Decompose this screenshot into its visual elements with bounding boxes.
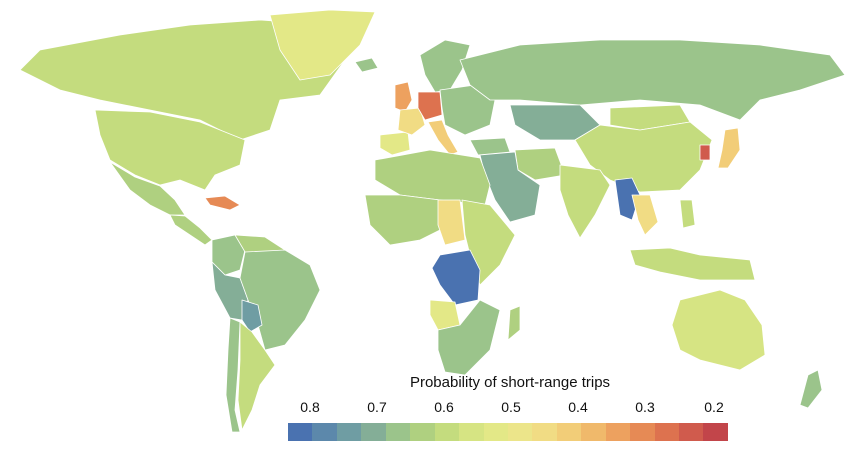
region-iberia <box>379 131 411 156</box>
legend-tick-label: 0.7 <box>367 399 387 415</box>
region-scandinavia <box>419 39 471 93</box>
legend-tick-label: 0.2 <box>704 399 724 415</box>
legend-color-swatch <box>703 423 728 441</box>
region-chile <box>225 317 241 433</box>
legend-color-swatch <box>605 423 631 441</box>
legend-tick-label: 0.4 <box>568 399 588 415</box>
region-dr-congo <box>431 249 481 306</box>
legend-color-swatch <box>459 423 484 441</box>
region-russia <box>459 39 846 121</box>
region-thailand <box>631 194 659 236</box>
legend-color-swatch <box>385 423 411 441</box>
region-central-african-republic <box>437 199 466 246</box>
legend-tick-label: 0.3 <box>635 399 655 415</box>
legend-color-swatch <box>312 423 337 441</box>
region-south-korea <box>699 144 711 161</box>
region-angola <box>429 299 461 331</box>
legend-color-swatch <box>532 423 557 441</box>
legend-colorbar <box>288 423 728 441</box>
legend-color-swatch <box>434 423 460 441</box>
region-united-kingdom <box>394 81 413 113</box>
region-india <box>559 164 611 239</box>
region-mexico <box>109 161 186 216</box>
region-southern-africa <box>437 299 501 376</box>
region-madagascar <box>507 305 521 341</box>
legend-color-swatch <box>581 423 606 441</box>
legend-color-swatch <box>507 423 533 441</box>
legend-color-swatch <box>679 423 704 441</box>
legend-tick-label: 0.6 <box>434 399 454 415</box>
region-caribbean <box>204 195 241 211</box>
legend-color-swatch <box>483 423 508 441</box>
legend-color-swatch <box>336 423 362 441</box>
region-philippines <box>679 199 696 229</box>
region-italy <box>427 119 459 156</box>
region-france <box>397 107 426 136</box>
legend-color-swatch <box>556 423 582 441</box>
legend-tick-label: 0.8 <box>300 399 320 415</box>
legend-color-swatch <box>361 423 386 441</box>
region-turkey <box>469 137 511 156</box>
region-central-america <box>169 214 213 246</box>
legend-title: Probability of short-range trips <box>409 374 611 391</box>
region-united-states <box>94 109 246 191</box>
region-indonesia <box>629 247 756 281</box>
legend-color-swatch <box>288 423 313 441</box>
region-bolivia <box>241 299 263 333</box>
region-iceland <box>354 57 379 73</box>
legend-color-swatch <box>630 423 655 441</box>
legend-color-swatch <box>654 423 679 441</box>
region-japan <box>717 127 741 169</box>
legend-color-swatch <box>410 423 435 441</box>
legend-tick-label: 0.5 <box>501 399 521 415</box>
region-germany <box>417 91 443 121</box>
region-west-africa <box>364 194 441 246</box>
region-australia <box>671 289 766 371</box>
region-greenland <box>269 9 376 81</box>
region-canada <box>19 19 346 141</box>
region-argentina <box>237 321 276 431</box>
region-new-zealand <box>799 369 823 409</box>
